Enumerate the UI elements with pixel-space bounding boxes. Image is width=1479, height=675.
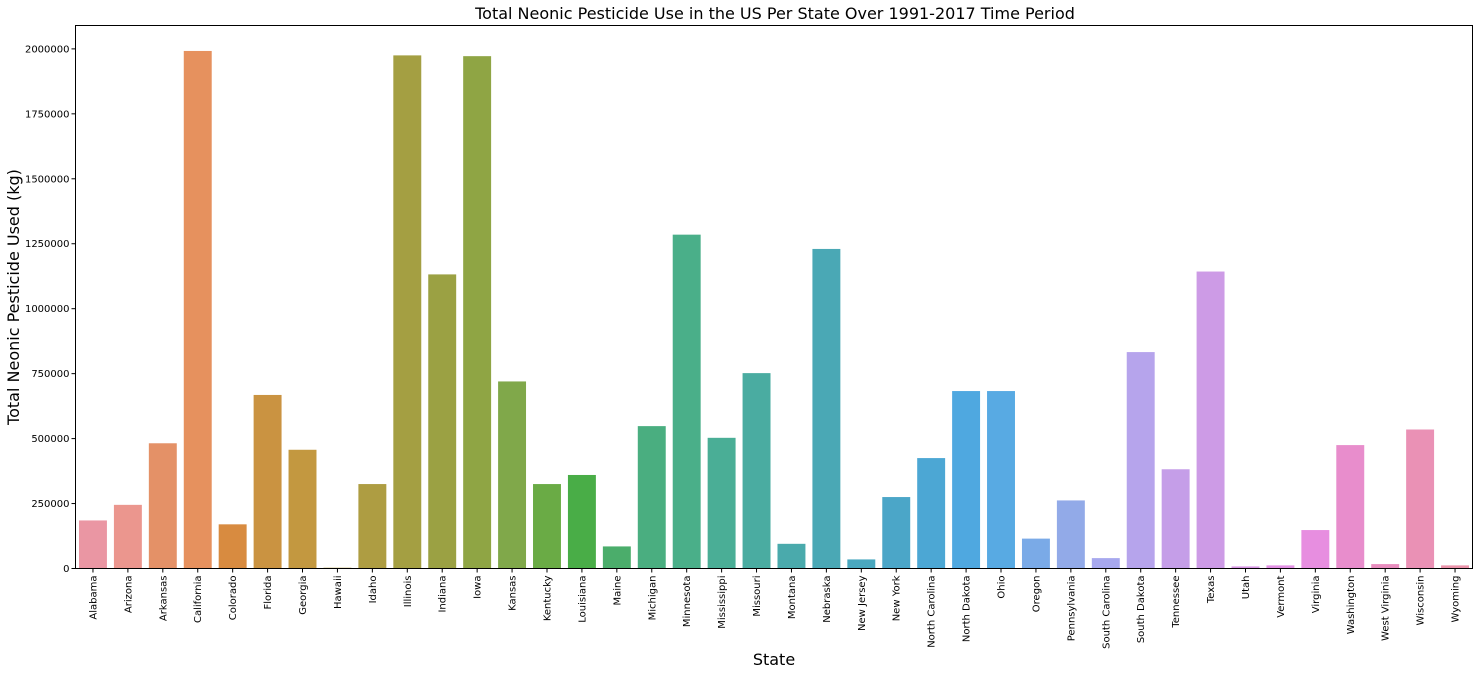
bar-kentucky: [533, 484, 561, 569]
bar-illinois: [393, 55, 422, 569]
bar-south-carolina: [1091, 558, 1120, 569]
x-tick-label: Michigan: [647, 576, 658, 621]
x-tick-label: Indiana: [438, 576, 449, 613]
x-tick-label: Illinois: [403, 576, 414, 608]
x-tick-label: South Dakota: [1136, 576, 1147, 644]
x-tick-label: Texas: [1206, 576, 1217, 605]
x-tick-label: Utah: [1241, 576, 1252, 600]
x-tick-label: Minnesota: [682, 576, 693, 628]
x-tick-label: Montana: [787, 576, 798, 620]
bar-louisiana: [567, 474, 596, 569]
x-tick-label: Wisconsin: [1416, 576, 1427, 626]
x-tick-label: Maine: [612, 576, 623, 606]
x-tick-label: Iowa: [473, 576, 484, 599]
plot-area: 0 250000 500000 750000 1000000 1250000 1500000…: [25, 25, 1473, 649]
bar-pennsylvania: [1056, 500, 1085, 569]
bar-ohio: [987, 391, 1015, 569]
bar-west-virginia: [1371, 564, 1400, 569]
y-axis-ticks: 0 250000 500000 750000 1000000 1250000 1500000…: [25, 44, 76, 575]
bar-indiana: [428, 274, 457, 569]
x-tick-label: Ohio: [997, 575, 1008, 598]
bar-minnesota: [672, 234, 701, 569]
bar-new-jersey: [847, 559, 876, 569]
x-tick-label: Virginia: [1311, 576, 1322, 614]
bar-california: [183, 50, 212, 569]
bars-group: [78, 50, 1470, 569]
x-tick-label: Mississippi: [717, 576, 728, 629]
x-tick-label: Oregon: [1031, 576, 1042, 613]
bar-alabama: [78, 520, 107, 569]
x-tick-label: Idaho: [368, 576, 379, 604]
x-tick-label: Florida: [263, 576, 274, 610]
x-tick-label: New Jersey: [857, 575, 868, 631]
bar-oregon: [1021, 538, 1050, 569]
y-tick-label: 2000000: [25, 44, 70, 55]
x-tick-label: West Virginia: [1381, 576, 1392, 641]
y-tick-label: 250000: [31, 499, 69, 510]
bar-vermont: [1266, 565, 1295, 569]
x-tick-label: Georgia: [298, 576, 309, 615]
x-tick-label: South Carolina: [1101, 576, 1112, 649]
bar-north-dakota: [952, 391, 981, 569]
x-tick-label: Wyoming: [1451, 576, 1462, 623]
bar-utah: [1231, 566, 1260, 569]
bar-wyoming: [1441, 565, 1470, 569]
bar-mississippi: [707, 437, 736, 569]
x-tick-label: California: [193, 576, 204, 624]
bar-arizona: [113, 504, 142, 569]
bar-kansas: [498, 381, 527, 569]
bar-georgia: [288, 449, 317, 569]
bar-missouri: [742, 373, 771, 569]
x-tick-label: Alabama: [88, 576, 99, 620]
x-tick-label: Arkansas: [158, 576, 169, 622]
bar-arkansas: [148, 443, 177, 569]
bar-new-york: [882, 497, 911, 569]
bar-maine: [602, 546, 631, 569]
x-tick-label: Kansas: [508, 576, 519, 611]
x-axis-label: State: [753, 650, 795, 669]
bar-florida: [253, 394, 282, 569]
x-tick-label: Tennessee: [1171, 576, 1182, 629]
bar-idaho: [358, 484, 387, 569]
chart-title: Total Neonic Pesticide Use in the US Per…: [474, 4, 1075, 23]
y-axis-label: Total Neonic Pesticide Used (kg): [4, 169, 23, 426]
y-tick-label: 500000: [31, 434, 69, 445]
plot-frame: [75, 25, 1473, 569]
bar-virginia: [1301, 530, 1330, 569]
x-tick-label: Hawaii: [333, 576, 344, 610]
x-tick-label: Missouri: [752, 576, 763, 617]
x-tick-label: Vermont: [1276, 575, 1287, 617]
y-tick-label: 1000000: [25, 304, 70, 315]
bar-tennessee: [1161, 469, 1190, 569]
bar-texas: [1196, 271, 1225, 569]
x-tick-label: North Carolina: [927, 576, 938, 648]
x-tick-label: Colorado: [228, 576, 239, 621]
y-tick-label: 0: [63, 564, 69, 575]
x-tick-label: New York: [892, 575, 903, 621]
bar-montana: [777, 543, 806, 569]
x-tick-label: Pennsylvania: [1066, 576, 1077, 642]
bar-michigan: [637, 426, 666, 569]
y-tick-label: 1500000: [25, 174, 70, 185]
bar-iowa: [463, 56, 492, 569]
bar-colorado: [218, 524, 247, 569]
bar-south-dakota: [1126, 352, 1155, 569]
y-tick-label: 750000: [31, 369, 69, 380]
bar-nebraska: [812, 248, 841, 569]
x-tick-label: Louisiana: [577, 576, 588, 623]
bar-wisconsin: [1406, 429, 1435, 569]
y-tick-label: 1750000: [25, 109, 70, 120]
y-tick-label: 1250000: [25, 239, 70, 250]
x-tick-label: North Dakota: [962, 576, 973, 643]
x-tick-label: Nebraska: [822, 576, 833, 623]
bar-north-carolina: [917, 458, 946, 569]
x-tick-label: Kentucky: [542, 575, 553, 621]
x-tick-label: Arizona: [123, 576, 134, 614]
x-tick-label: Washington: [1346, 576, 1357, 635]
x-axis-ticks: Alabama Arizona Arkansas California Colorado…: [88, 568, 1462, 649]
bar-washington: [1336, 445, 1365, 569]
